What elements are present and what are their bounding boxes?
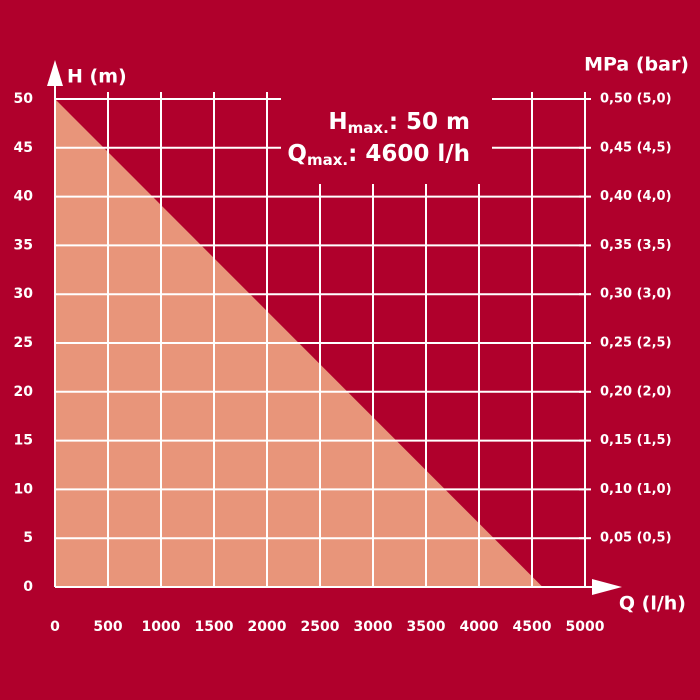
x-tick-label: 1500	[195, 619, 234, 635]
y-tick-label: 45	[14, 140, 33, 156]
x-arrow	[592, 579, 622, 595]
x-tick-label: 4500	[513, 619, 552, 635]
y-tick-label: 5	[23, 530, 33, 546]
x-tick-label: 2000	[248, 619, 287, 635]
y-arrow	[47, 60, 63, 86]
annotation-subscript: max.	[348, 119, 389, 137]
y2-tick-label: 0,45 (4,5)	[600, 140, 672, 155]
y2-tick-label: 0,40 (4,0)	[600, 189, 672, 204]
x-tick-label: 1000	[142, 619, 181, 635]
annotation-backdrop	[281, 90, 492, 184]
y-tick-label: 15	[14, 433, 33, 449]
x-tick-label: 3500	[407, 619, 446, 635]
y-tick-label: 0	[23, 579, 33, 595]
y-tick-label: 50	[14, 91, 34, 107]
y-tick-label: 30	[14, 286, 34, 302]
x-tick-label: 5000	[566, 619, 605, 635]
annotation: Hmax.: 50 m	[328, 109, 470, 137]
y2-tick-label: 0,20 (2,0)	[600, 384, 672, 399]
y2-tick-label: 0,35 (3,5)	[600, 238, 672, 253]
y2-axis-label: MPa (bar)	[584, 54, 689, 76]
x-tick-label: 2500	[301, 619, 340, 635]
y2-tick-label: 0,15 (1,5)	[600, 433, 672, 448]
annotation-text: : 50 m	[389, 109, 470, 135]
y2-tick-label: 0,50 (5,0)	[600, 92, 672, 107]
x-tick-label: 4000	[460, 619, 499, 635]
annotation-symbol: H	[328, 109, 347, 135]
annotation-text: : 4600 l/h	[348, 141, 470, 167]
x-tick-label: 500	[93, 619, 122, 635]
annotation: Qmax.: 4600 l/h	[287, 141, 470, 169]
y2-tick-label: 0,05 (0,5)	[600, 531, 672, 546]
y-tick-label: 35	[14, 237, 33, 253]
y-tick-label: 10	[14, 481, 34, 497]
y-tick-label: 20	[14, 384, 34, 400]
y-tick-label: 25	[14, 335, 33, 351]
x-tick-label: 3000	[354, 619, 393, 635]
axes	[47, 60, 622, 595]
y-axis-label: H (m)	[67, 66, 127, 88]
x-tick-label: 0	[50, 619, 60, 635]
x-axis-label: Q (l/h)	[619, 593, 686, 615]
annotation-subscript: max.	[307, 151, 348, 169]
y-tick-label: 40	[14, 189, 34, 205]
y2-tick-label: 0,30 (3,0)	[600, 287, 672, 302]
y2-tick-label: 0,10 (1,0)	[600, 482, 672, 497]
y2-tick-label: 0,25 (2,5)	[600, 336, 672, 351]
annotation-symbol: Q	[287, 141, 307, 167]
